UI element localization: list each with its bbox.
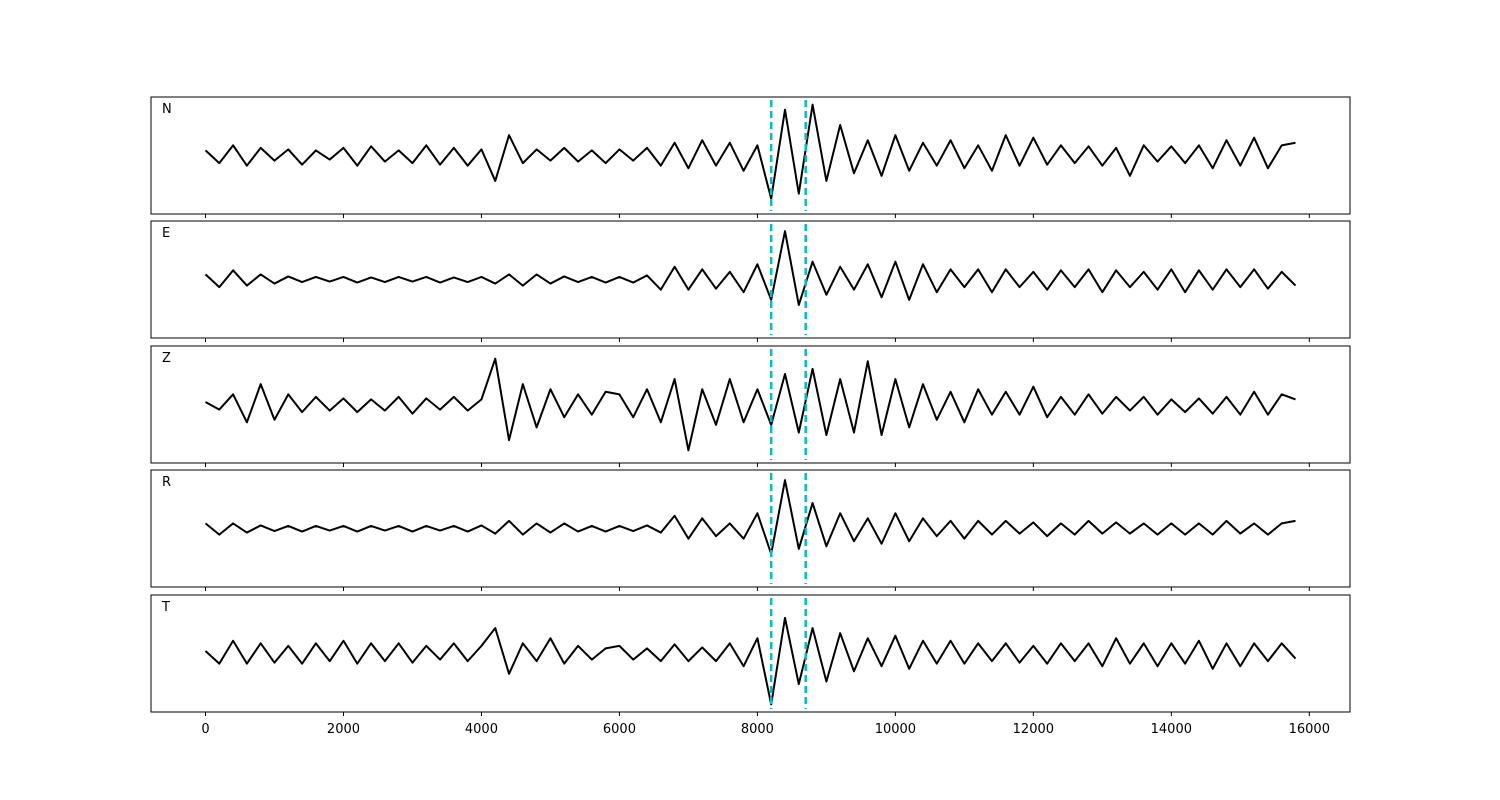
- waveform: [204, 230, 1297, 306]
- x-tick-label: 6000: [603, 722, 636, 737]
- x-tick-label: 0: [201, 722, 209, 737]
- axes-frame: [150, 345, 1351, 464]
- panel-label: Z: [162, 351, 171, 366]
- panel-label: N: [162, 102, 172, 117]
- waveform: [204, 479, 1296, 555]
- panel-label: T: [161, 600, 170, 615]
- axes-frame: [150, 220, 1351, 339]
- waveform: [204, 103, 1296, 200]
- panel-label: R: [162, 475, 171, 490]
- x-tick-label: 10000: [875, 722, 916, 737]
- axes-frame: [150, 469, 1351, 588]
- axes-frame: [150, 96, 1351, 215]
- x-tick-label: 16000: [1289, 722, 1330, 737]
- panel-label: E: [162, 226, 170, 241]
- x-tick-label: 2000: [327, 722, 360, 737]
- waveform: [205, 357, 1296, 452]
- waveform: [204, 616, 1297, 706]
- x-tick-label: 8000: [741, 722, 774, 737]
- x-tick-label: 12000: [1013, 722, 1054, 737]
- x-tick-label: 14000: [1151, 722, 1192, 737]
- x-tick-label: 4000: [465, 722, 498, 737]
- axes-frame: [150, 594, 1351, 713]
